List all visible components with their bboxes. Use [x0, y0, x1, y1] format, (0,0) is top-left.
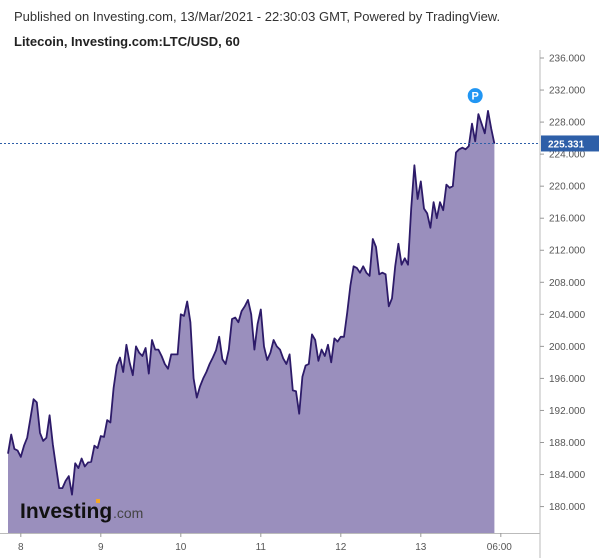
- current-price-label: 225.331: [548, 139, 585, 150]
- y-tick-label: 212.000: [549, 246, 586, 257]
- y-tick-label: 236.000: [549, 54, 586, 65]
- logo-suffix: .com: [113, 505, 143, 521]
- x-tick-label: 10: [175, 542, 187, 553]
- y-tick-label: 208.000: [549, 278, 586, 289]
- y-tick-label: 188.000: [549, 438, 586, 449]
- current-price-badge: [541, 135, 599, 152]
- y-tick-label: 220.000: [549, 182, 586, 193]
- logo-brand: Investing: [20, 500, 112, 523]
- y-tick-label: 232.000: [549, 86, 586, 97]
- p-marker[interactable]: P: [467, 88, 483, 104]
- logo-accent-mark: [96, 499, 100, 503]
- investing-logo: Investing .com: [20, 499, 143, 523]
- y-tick-label: 180.000: [549, 502, 586, 513]
- x-tick-label: 06:00: [487, 542, 512, 553]
- chart-header: Published on Investing.com, 13/Mar/2021 …: [14, 8, 600, 51]
- y-tick-label: 196.000: [549, 374, 586, 385]
- y-tick-label: 200.000: [549, 342, 586, 353]
- y-tick-label: 192.000: [549, 406, 586, 417]
- x-tick-label: 13: [415, 542, 427, 553]
- published-line: Published on Investing.com, 13/Mar/2021 …: [14, 9, 501, 24]
- y-tick-label: 204.000: [549, 310, 586, 321]
- y-tick-label: 184.000: [549, 470, 586, 481]
- x-tick-label: 9: [98, 542, 104, 553]
- p-marker-label: P: [472, 91, 479, 103]
- p-marker-circle: [467, 88, 483, 104]
- y-tick-label: 224.000: [549, 150, 586, 161]
- x-tick-label: 12: [335, 542, 347, 553]
- chart-title: Litecoin, Investing.com:LTC/USD, 60: [14, 34, 240, 49]
- price-line: [7, 110, 496, 496]
- x-tick-label: 11: [256, 542, 267, 553]
- y-tick-label: 228.000: [549, 118, 586, 129]
- x-tick-label: 8: [18, 542, 24, 553]
- y-tick-label: 216.000: [549, 214, 586, 225]
